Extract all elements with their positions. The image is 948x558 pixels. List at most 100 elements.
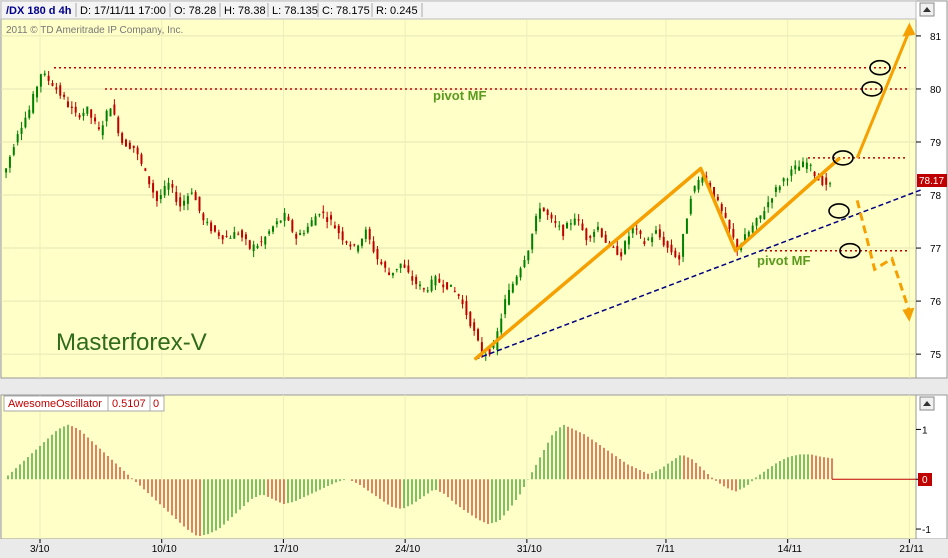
candle-body	[210, 222, 213, 232]
candle-body	[763, 211, 766, 220]
candle-body	[291, 220, 294, 232]
candle-body	[97, 127, 100, 130]
level-circle	[839, 242, 861, 259]
candle-body	[600, 228, 603, 237]
low-value: L: 78.135	[272, 5, 318, 17]
candle-body	[391, 272, 394, 276]
indicator-name[interactable]: AwesomeOscillator	[8, 398, 102, 410]
candle-body	[74, 106, 77, 113]
watermark-text: Masterforex-V	[56, 329, 207, 356]
y-tick-label: 81	[930, 32, 942, 43]
candle-body	[728, 219, 731, 229]
candle-body	[593, 231, 596, 237]
candle-body	[535, 216, 538, 232]
time-axis-pane	[0, 539, 948, 558]
candle-body	[500, 318, 503, 333]
candle-body	[589, 236, 592, 238]
orange-zigzag	[473, 156, 841, 361]
x-tick-label: 31/10	[517, 544, 542, 555]
candle-body	[395, 268, 398, 270]
candle-body	[538, 208, 541, 219]
candle-body	[407, 265, 410, 273]
candle-body	[314, 216, 317, 226]
high-value: H: 78.38	[224, 5, 266, 17]
open-value: O: 78.28	[174, 5, 216, 17]
candle-body	[465, 301, 468, 316]
close-value: C: 78.175	[322, 5, 370, 17]
candle-body	[279, 220, 282, 223]
candle-body	[233, 232, 236, 239]
candle-body	[678, 255, 681, 260]
symbol-label[interactable]: /DX 180 d 4h	[6, 5, 72, 17]
candle-body	[647, 238, 650, 240]
candle-body	[388, 272, 391, 275]
candle-body	[8, 156, 11, 168]
candle-body	[140, 154, 143, 164]
ao-y-tick-label: -1	[922, 525, 931, 536]
candle-body	[121, 133, 124, 144]
candle-body	[380, 261, 383, 264]
candle-body	[213, 225, 216, 232]
candle-body	[813, 171, 816, 177]
candle-body	[643, 241, 646, 244]
x-tick-label: 10/10	[152, 544, 177, 555]
candle-body	[809, 164, 812, 166]
candle-body	[264, 236, 267, 245]
candle-body	[399, 263, 402, 268]
candle-body	[523, 260, 526, 268]
candle-body	[368, 229, 371, 240]
projection-down-line	[855, 199, 911, 313]
candle-body	[461, 299, 464, 305]
candle-body	[128, 142, 131, 149]
candle-body	[330, 215, 333, 220]
candle-body	[720, 204, 723, 211]
candle-body	[237, 233, 240, 235]
candle-body	[434, 276, 437, 286]
candle-body	[682, 234, 685, 257]
candle-body	[469, 311, 472, 327]
candle-body	[801, 161, 804, 168]
last-price-tag: 78.17	[917, 174, 947, 187]
collapse-indicator-button[interactable]	[919, 396, 935, 411]
level-circle	[861, 81, 883, 97]
candle-body	[59, 85, 62, 96]
candle-body	[310, 220, 313, 227]
candle-body	[55, 87, 58, 90]
candle-body	[271, 226, 274, 232]
candle-body	[569, 223, 572, 225]
candle-body	[47, 75, 50, 81]
candle-body	[581, 223, 584, 231]
candle-body	[101, 125, 104, 136]
chevron-up-icon	[923, 401, 931, 406]
candle-body	[631, 225, 634, 234]
candle-body	[364, 229, 367, 239]
x-tick-label: 24/10	[395, 544, 420, 555]
indicator-pane[interactable]	[0, 394, 917, 540]
candle-body	[268, 231, 271, 234]
candle-body	[241, 230, 244, 238]
y-tick-label: 78	[930, 191, 942, 202]
candle-body	[573, 218, 576, 225]
candle-body	[511, 283, 514, 293]
x-tick-label: 21/11	[899, 544, 924, 555]
candle-body	[113, 104, 116, 115]
candle-body	[372, 241, 375, 252]
candle-body	[724, 212, 727, 218]
candle-body	[225, 236, 228, 238]
arrow-down-icon	[902, 307, 915, 322]
level-circle	[869, 59, 891, 76]
candle-body	[732, 228, 735, 238]
candle-body	[12, 147, 15, 155]
x-tick-label: 3/10	[30, 544, 50, 555]
candle-body	[492, 344, 495, 348]
price-pane[interactable]	[0, 0, 917, 379]
candle-body	[488, 348, 491, 355]
collapse-price-button[interactable]	[919, 2, 935, 17]
candle-body	[550, 214, 553, 219]
candle-body	[349, 244, 352, 247]
candle-body	[186, 196, 189, 204]
ao-y-tick-label: 1	[922, 425, 928, 436]
candle-body	[283, 212, 286, 221]
candle-body	[430, 279, 433, 291]
candle-body	[337, 225, 340, 234]
